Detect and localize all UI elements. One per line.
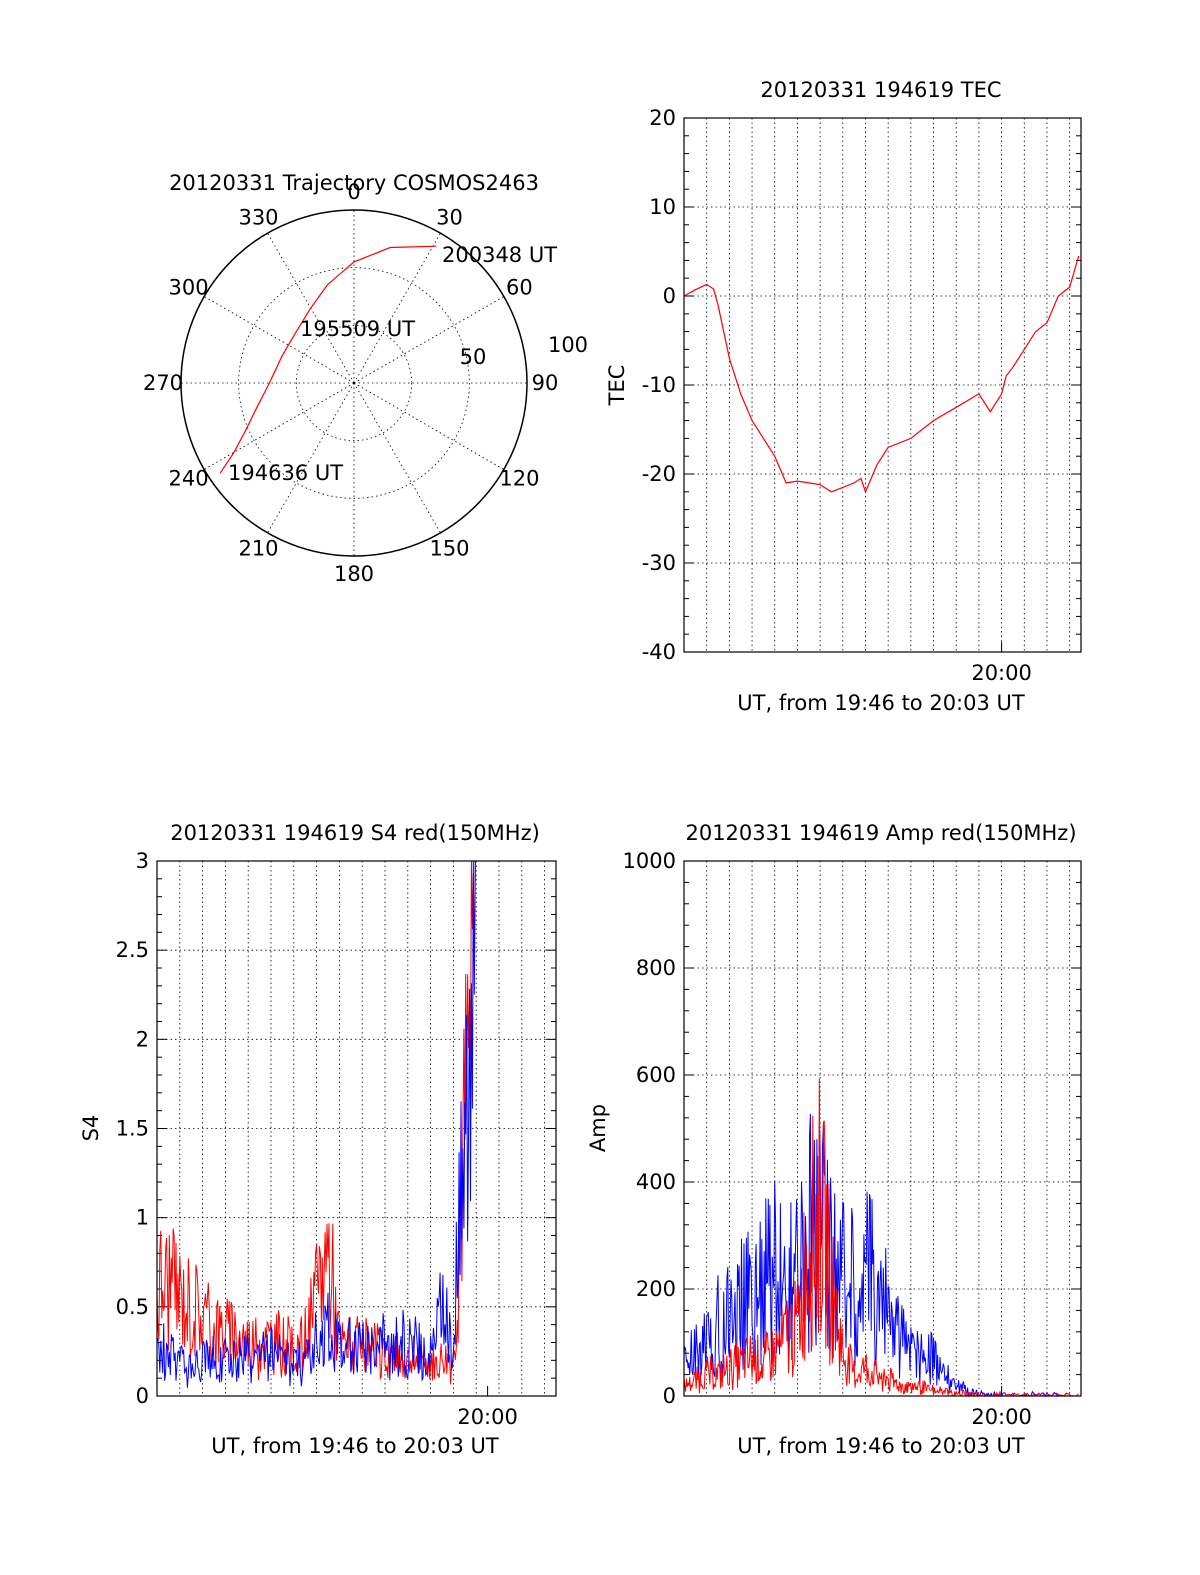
polar-grid-spoke xyxy=(353,382,505,470)
s4-title: 20120331 194619 S4 red(150MHz) xyxy=(170,821,540,845)
tec-ylabel: TEC xyxy=(605,365,629,407)
polar-angle-label: 60 xyxy=(506,276,533,300)
y-tick-label: 0 xyxy=(136,1384,149,1408)
y-tick-label: -30 xyxy=(642,551,676,575)
polar-angle-label: 300 xyxy=(169,276,209,300)
tec-title: 20120331 194619 TEC xyxy=(760,78,1001,102)
series-line xyxy=(683,1113,1079,1398)
plot-frame xyxy=(683,117,1082,653)
plot-frame xyxy=(156,860,557,1397)
amp-chart: 20120331 194619 Amp red(150MHz) 1000 800 6… xyxy=(586,821,1082,1458)
polar-grid-circle xyxy=(238,267,470,499)
y-tick-label: 0 xyxy=(663,1384,676,1408)
amp-title: 20120331 194619 Amp red(150MHz) xyxy=(685,821,1076,845)
polar-angle-label: 30 xyxy=(436,206,463,230)
y-tick-label: 3 xyxy=(136,849,149,873)
y-tick-label: 2.5 xyxy=(116,938,149,962)
x-tick-label: 20:00 xyxy=(457,1405,518,1429)
y-tick-label: 2 xyxy=(136,1027,149,1051)
y-tick-label: 800 xyxy=(636,956,676,980)
y-tick-label: 20 xyxy=(649,106,676,130)
polar-radius-label: 100 xyxy=(548,333,588,357)
y-tick-label: 0 xyxy=(663,284,676,308)
x-tick-label: 20:00 xyxy=(971,661,1032,685)
amp-ylabel: Amp xyxy=(586,1104,610,1152)
polar-grid-spoke xyxy=(353,232,441,384)
plot-frame xyxy=(683,860,1082,1397)
y-tick-label: 1.5 xyxy=(116,1117,149,1141)
y-tick-label: 1000 xyxy=(623,849,676,873)
series-line xyxy=(156,860,476,1385)
polar-outer-circle xyxy=(180,209,528,557)
series-line xyxy=(683,1078,1079,1398)
y-tick-label: -10 xyxy=(642,373,676,397)
y-tick-label: -20 xyxy=(642,462,676,486)
y-tick-label: 10 xyxy=(649,195,676,219)
polar-angle-label: 0 xyxy=(347,180,360,204)
x-tick-label: 20:00 xyxy=(971,1405,1032,1429)
polar-title: 20120331 Trajectory COSMOS2463 xyxy=(169,171,539,195)
polar-grid-spoke xyxy=(203,296,355,384)
y-tick-label: -40 xyxy=(642,640,676,664)
polar-grid-spoke xyxy=(353,296,505,384)
s4-chart: 20120331 194619 S4 red(150MHz) 3 2.5 2 1.5 1… xyxy=(79,821,557,1458)
polar-angle-label: 90 xyxy=(532,371,559,395)
polar-angle-label: 270 xyxy=(143,371,183,395)
polar-grid-spoke xyxy=(203,382,355,470)
polar-grid-spoke xyxy=(353,382,441,534)
polar-angle-label: 180 xyxy=(334,562,374,586)
y-tick-label: 1 xyxy=(136,1206,149,1230)
polar-grid-spoke xyxy=(267,382,355,534)
series-line xyxy=(156,860,476,1388)
tec-xlabel: UT, from 19:46 to 20:03 UT xyxy=(737,691,1025,715)
y-tick-label: 200 xyxy=(636,1277,676,1301)
polar-angle-label: 120 xyxy=(499,467,539,491)
y-tick-label: 400 xyxy=(636,1170,676,1194)
polar-annotation: 200348 UT xyxy=(442,243,557,267)
series-line xyxy=(683,255,1080,494)
polar-grid-circle xyxy=(295,324,413,442)
polar-angle-label: 210 xyxy=(238,536,278,560)
y-tick-label: 600 xyxy=(636,1063,676,1087)
polar-radius-label: 50 xyxy=(460,345,487,369)
polar-track-line xyxy=(219,245,437,474)
polar-annotation: 195509 UT xyxy=(300,317,415,341)
polar-angle-label: 240 xyxy=(169,467,209,491)
s4-xlabel: UT, from 19:46 to 20:03 UT xyxy=(211,1434,499,1458)
amp-xlabel: UT, from 19:46 to 20:03 UT xyxy=(737,1434,1025,1458)
polar-angle-label: 330 xyxy=(238,206,278,230)
tec-chart: 20120331 194619 TEC 20 10 0 -10 -20 -30 -40 20:… xyxy=(605,78,1082,715)
polar-annotation: 194636 UT xyxy=(228,461,343,485)
s4-ylabel: S4 xyxy=(79,1115,103,1142)
polar-trajectory-chart: 20120331 Trajectory COSMOS2463 0 30 60 90 12… xyxy=(143,171,588,586)
y-tick-label: 0.5 xyxy=(116,1295,149,1319)
polar-angle-label: 150 xyxy=(429,536,469,560)
